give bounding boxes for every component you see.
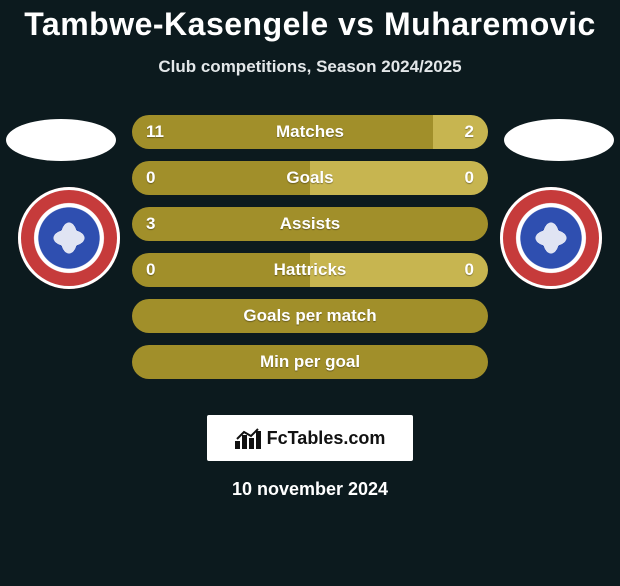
- comparison-stage: Matches112 Goals00 Assists3 Hattricks00 Goal…: [0, 117, 620, 397]
- brand-logo: FcTables.com: [207, 415, 413, 461]
- stat-row: Matches112: [132, 115, 488, 149]
- brand-text: FcTables.com: [267, 428, 386, 449]
- club-badge-left: [18, 187, 120, 289]
- stat-bar: [132, 207, 488, 241]
- stat-bar-left: [132, 115, 433, 149]
- stat-bar-right: [433, 115, 488, 149]
- stat-bar-right: [310, 253, 488, 287]
- stat-bar: [132, 345, 488, 379]
- stat-bar-left: [132, 345, 488, 379]
- stat-bar-left: [132, 161, 310, 195]
- stat-bar: [132, 115, 488, 149]
- stat-bar-left: [132, 253, 310, 287]
- player-silhouette-right: [504, 119, 614, 161]
- stat-bar-left: [132, 207, 488, 241]
- page-title: Tambwe-Kasengele vs Muharemovic: [0, 6, 620, 43]
- comparison-bars: Matches112 Goals00 Assists3 Hattricks00 Goal…: [132, 115, 488, 391]
- stat-row: Goals00: [132, 161, 488, 195]
- stat-bar: [132, 161, 488, 195]
- subtitle: Club competitions, Season 2024/2025: [0, 57, 620, 77]
- player-silhouette-left: [6, 119, 116, 161]
- stat-row: Assists3: [132, 207, 488, 241]
- club-badge-right: [500, 187, 602, 289]
- stat-row: Hattricks00: [132, 253, 488, 287]
- brand-icon: [235, 427, 261, 449]
- stat-bar-right: [310, 161, 488, 195]
- footer-date: 10 november 2024: [0, 479, 620, 500]
- stat-row: Min per goal: [132, 345, 488, 379]
- stat-bar: [132, 253, 488, 287]
- stat-row: Goals per match: [132, 299, 488, 333]
- stat-bar: [132, 299, 488, 333]
- stat-bar-left: [132, 299, 488, 333]
